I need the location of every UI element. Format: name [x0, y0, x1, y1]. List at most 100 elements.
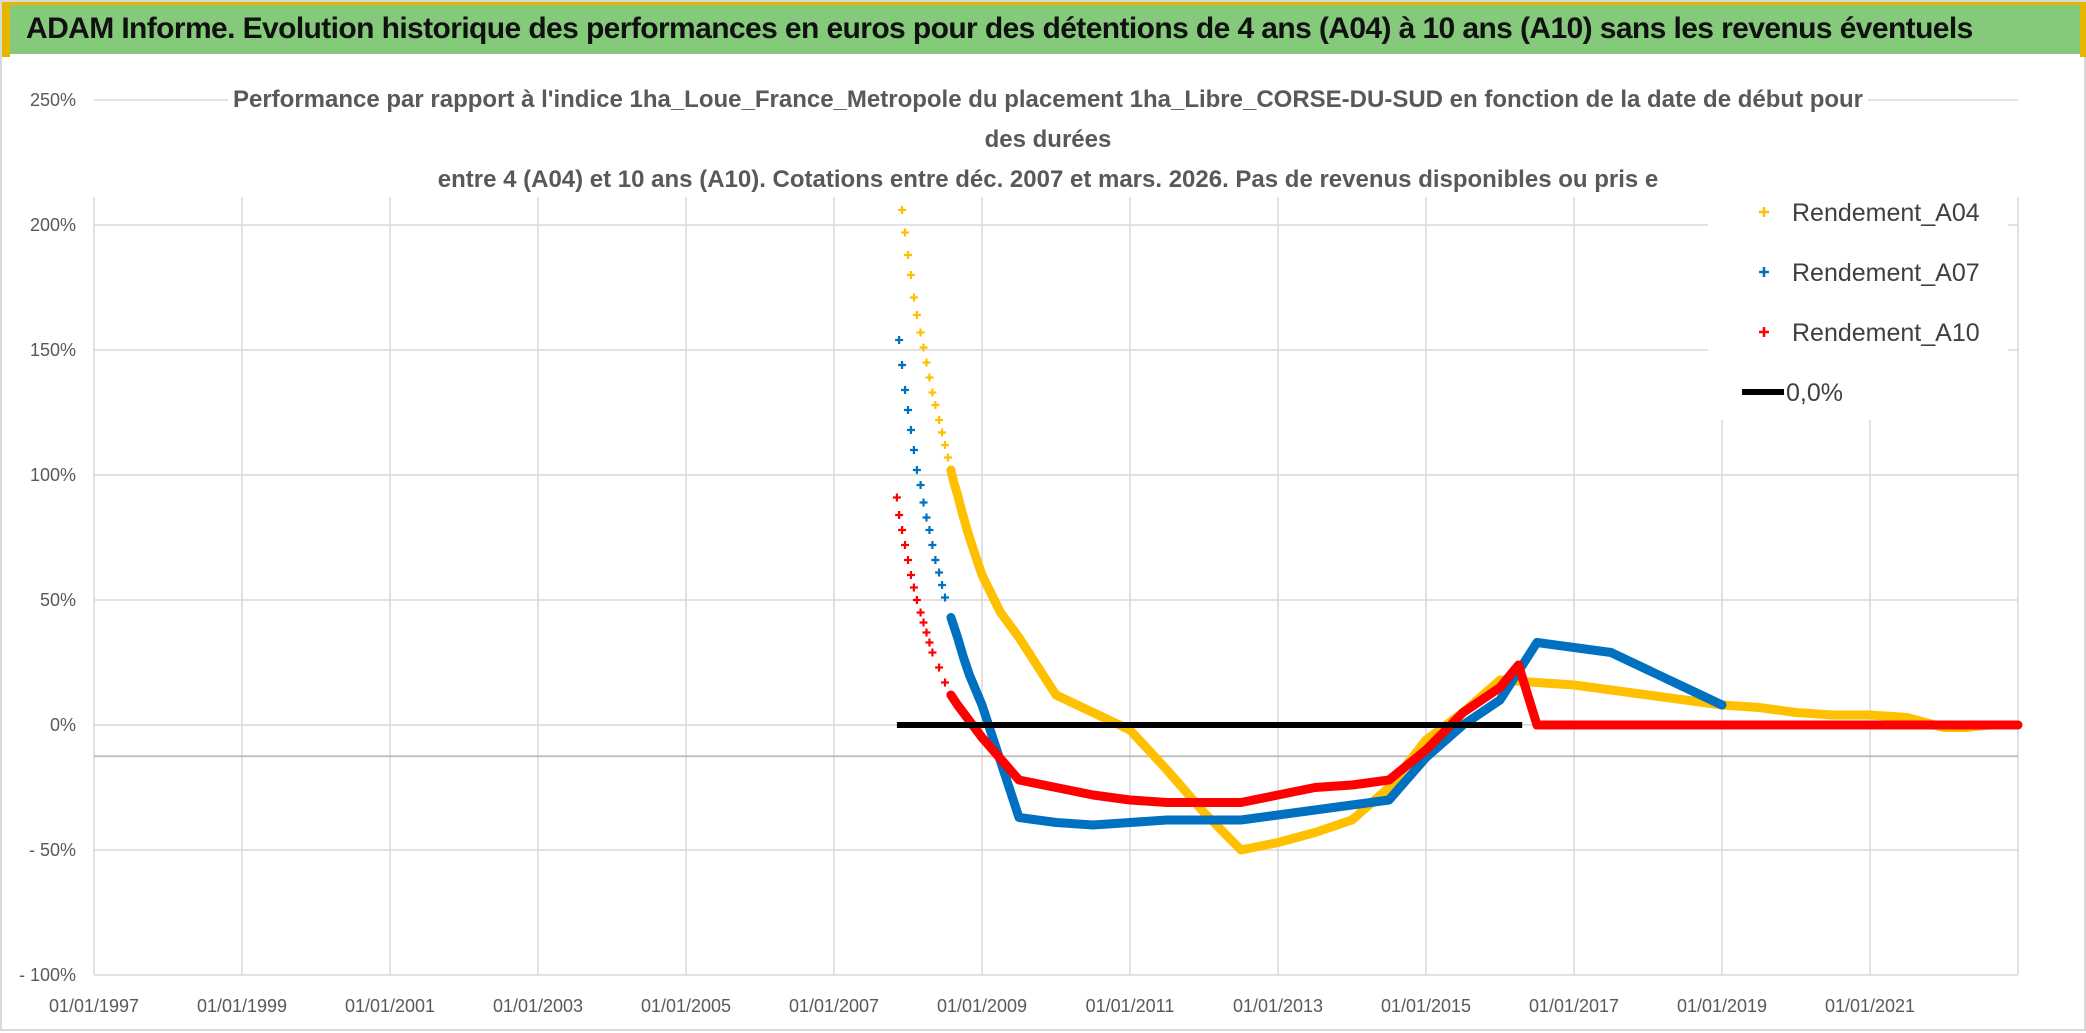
data-point-marker [909, 446, 918, 454]
data-point-marker [912, 596, 921, 604]
chart-legend: Rendement_A04 Rendement_A07 Rendement_A10 0… [1708, 188, 2008, 420]
y-tick-label: 50% [40, 590, 76, 610]
legend-swatch [1759, 327, 1769, 337]
legend-swatch [1759, 207, 1769, 217]
legend-swatch [1759, 267, 1769, 277]
banner-accent-right [2080, 5, 2086, 57]
data-point-marker [898, 526, 907, 534]
x-tick-label: 01/01/2015 [1381, 996, 1471, 1016]
chart-series [892, 206, 2023, 855]
data-point-marker [946, 466, 955, 474]
y-tick-label: 150% [30, 340, 76, 360]
data-point-marker [892, 493, 901, 502]
data-point-marker [941, 593, 949, 602]
data-point-marker [928, 541, 937, 549]
chart-title: Performance par rapport à l'indice 1ha_L… [233, 86, 1863, 193]
data-point-marker [912, 311, 921, 319]
legend-label: Rendement_A10 [1792, 319, 1980, 347]
data-point-marker [922, 513, 931, 522]
data-point-marker [946, 613, 955, 622]
report-title: ADAM Informe. Evolution historique des p… [26, 12, 1973, 45]
data-point-marker [916, 481, 925, 489]
data-point-marker [925, 373, 934, 382]
report-banner: ADAM Informe. Evolution historique des p… [2, 2, 2086, 57]
x-tick-label: 01/01/2019 [1677, 996, 1767, 1016]
data-point-marker [935, 416, 944, 424]
y-tick-label: 200% [30, 215, 76, 235]
data-point-marker [904, 406, 912, 414]
data-point-marker [935, 568, 944, 577]
x-tick-label: 01/01/1999 [197, 996, 287, 1016]
data-point-marker [901, 228, 910, 237]
x-tick-label: 01/01/2001 [345, 996, 435, 1016]
data-point-marker [943, 453, 952, 462]
y-tick-label: 250% [30, 90, 76, 110]
data-point-marker [925, 526, 934, 534]
legend-background [1708, 188, 2008, 420]
data-point-marker [938, 581, 947, 589]
data-point-marker [895, 336, 904, 344]
data-point-marker [901, 541, 910, 549]
x-tick-label: 01/01/2013 [1233, 996, 1323, 1016]
x-tick-label: 01/01/2017 [1529, 996, 1619, 1016]
legend-label: Rendement_A07 [1792, 259, 1980, 287]
data-point-marker [941, 678, 949, 687]
banner-accent-left [2, 5, 10, 57]
y-tick-label: - 100% [19, 965, 76, 985]
data-point-marker [931, 401, 940, 409]
chart-title-background [228, 78, 1868, 196]
data-point-marker [941, 441, 949, 449]
data-point-marker [928, 648, 937, 657]
series-line [946, 613, 1727, 830]
x-axis-tick-labels: 01/01/1997 01/01/1999 01/01/2001 01/01/2003… [49, 996, 1915, 1016]
x-tick-label: 01/01/2011 [1086, 996, 1175, 1016]
data-point-marker [895, 511, 904, 519]
data-point-marker [909, 583, 918, 592]
chart-title-line-2: des durées [985, 126, 1112, 153]
data-point-marker [925, 638, 934, 647]
series-rendement-a04 [898, 206, 2023, 855]
data-point-marker [904, 556, 912, 564]
chart-title-line-1: Performance par rapport à l'indice 1ha_L… [233, 86, 1863, 113]
chart-title-line-3: entre 4 (A04) et 10 ans (A10). Cotations… [438, 166, 1658, 193]
legend-label: Rendement_A04 [1792, 199, 1980, 227]
data-point-marker [906, 571, 915, 579]
data-point-marker [922, 628, 931, 637]
y-tick-label: - 50% [29, 840, 76, 860]
data-point-marker [912, 466, 921, 474]
data-point-marker [919, 343, 928, 352]
data-point-marker [922, 358, 931, 367]
data-point-marker [904, 251, 912, 259]
data-point-marker [935, 663, 944, 672]
data-point-marker [898, 206, 907, 214]
x-tick-label: 01/01/1997 [49, 996, 139, 1016]
data-point-marker [898, 361, 907, 369]
data-point-marker [906, 426, 915, 434]
y-tick-label: 100% [30, 465, 76, 485]
x-tick-label: 01/01/2003 [493, 996, 583, 1016]
data-point-marker [919, 618, 928, 627]
data-point-marker [928, 388, 937, 397]
data-point-marker [919, 498, 928, 507]
data-point-marker [916, 328, 925, 337]
data-point-marker [916, 608, 925, 617]
series-line [946, 465, 2023, 855]
y-tick-label: 0% [50, 715, 76, 735]
x-tick-label: 01/01/2021 [1825, 996, 1915, 1016]
legend-label: 0,0% [1786, 379, 1843, 407]
series-line [946, 660, 2023, 807]
series-rendement-a07 [895, 336, 1727, 830]
data-point-marker [909, 293, 918, 302]
data-point-marker [931, 556, 940, 564]
data-point-marker [906, 271, 915, 279]
data-point-marker [901, 386, 910, 394]
series-rendement-a10 [892, 493, 2023, 807]
x-tick-label: 01/01/2007 [789, 996, 879, 1016]
x-tick-label: 01/01/2005 [641, 996, 731, 1016]
data-point-marker [946, 691, 955, 699]
x-tick-label: 01/01/2009 [937, 996, 1027, 1016]
data-point-marker [938, 428, 947, 437]
y-axis-tick-labels: 250% 200% 150% 100% 50% 0% - 50% - 100% [19, 90, 76, 985]
